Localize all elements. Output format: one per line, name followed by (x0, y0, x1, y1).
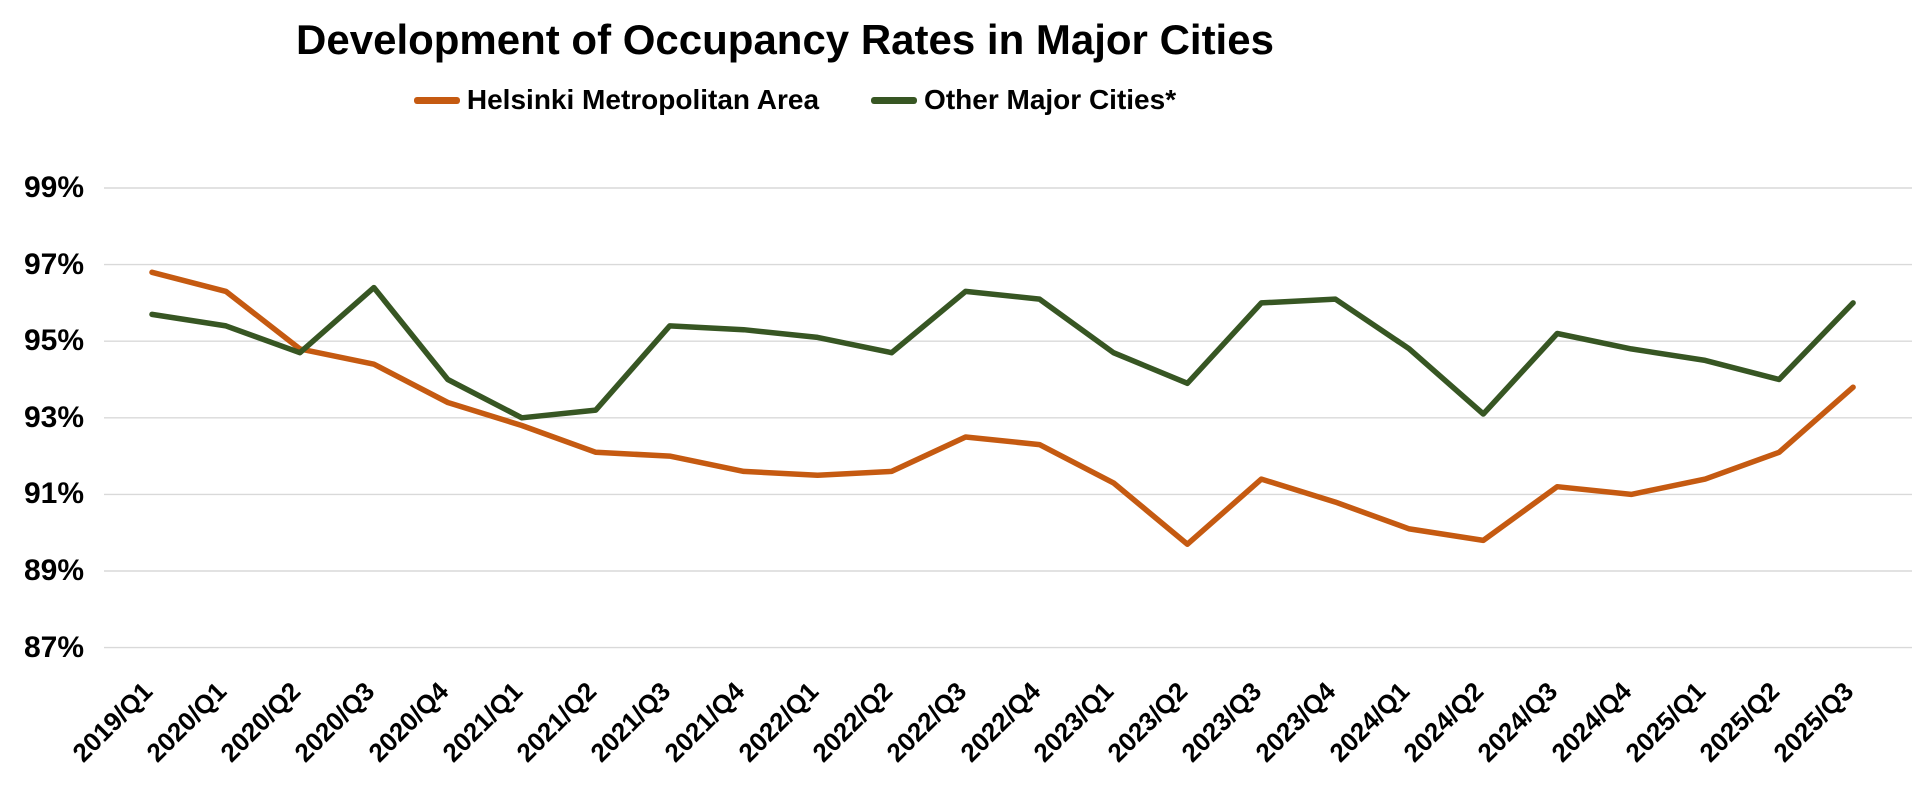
legend-item-helsinki-metropolitan-area: Helsinki Metropolitan Area (413, 84, 820, 116)
y-axis-tick-label: 99% (23, 171, 84, 204)
series-line-other-major-cities (149, 284, 1856, 421)
legend-swatch-helsinki-metropolitan-area (413, 96, 460, 104)
y-axis-tick-label: 93% (23, 400, 84, 434)
y-axis-tick-label: 89% (23, 554, 84, 587)
chart-legend: Helsinki Metropolitan Area Other Major Ci… (0, 84, 1590, 116)
y-axis-tick-label: 87% (23, 630, 84, 664)
chart-title: Development of Occupancy Rates in Major … (296, 16, 1274, 63)
y-axis-tick-label: 97% (23, 247, 84, 281)
series-line-helsinki-metropolitan-area (149, 269, 1856, 547)
legend-label-helsinki-metropolitan-area: Helsinki Metropolitan Area (466, 84, 820, 115)
y-axis-tick-label: 91% (23, 477, 84, 511)
legend-item-other-major-cities: Other Major Cities* (871, 84, 1176, 116)
legend-swatch-other-major-cities (871, 96, 918, 104)
y-axis-tick-label: 95% (23, 324, 84, 358)
legend-label-other-major-cities: Other Major Cities* (924, 84, 1177, 115)
